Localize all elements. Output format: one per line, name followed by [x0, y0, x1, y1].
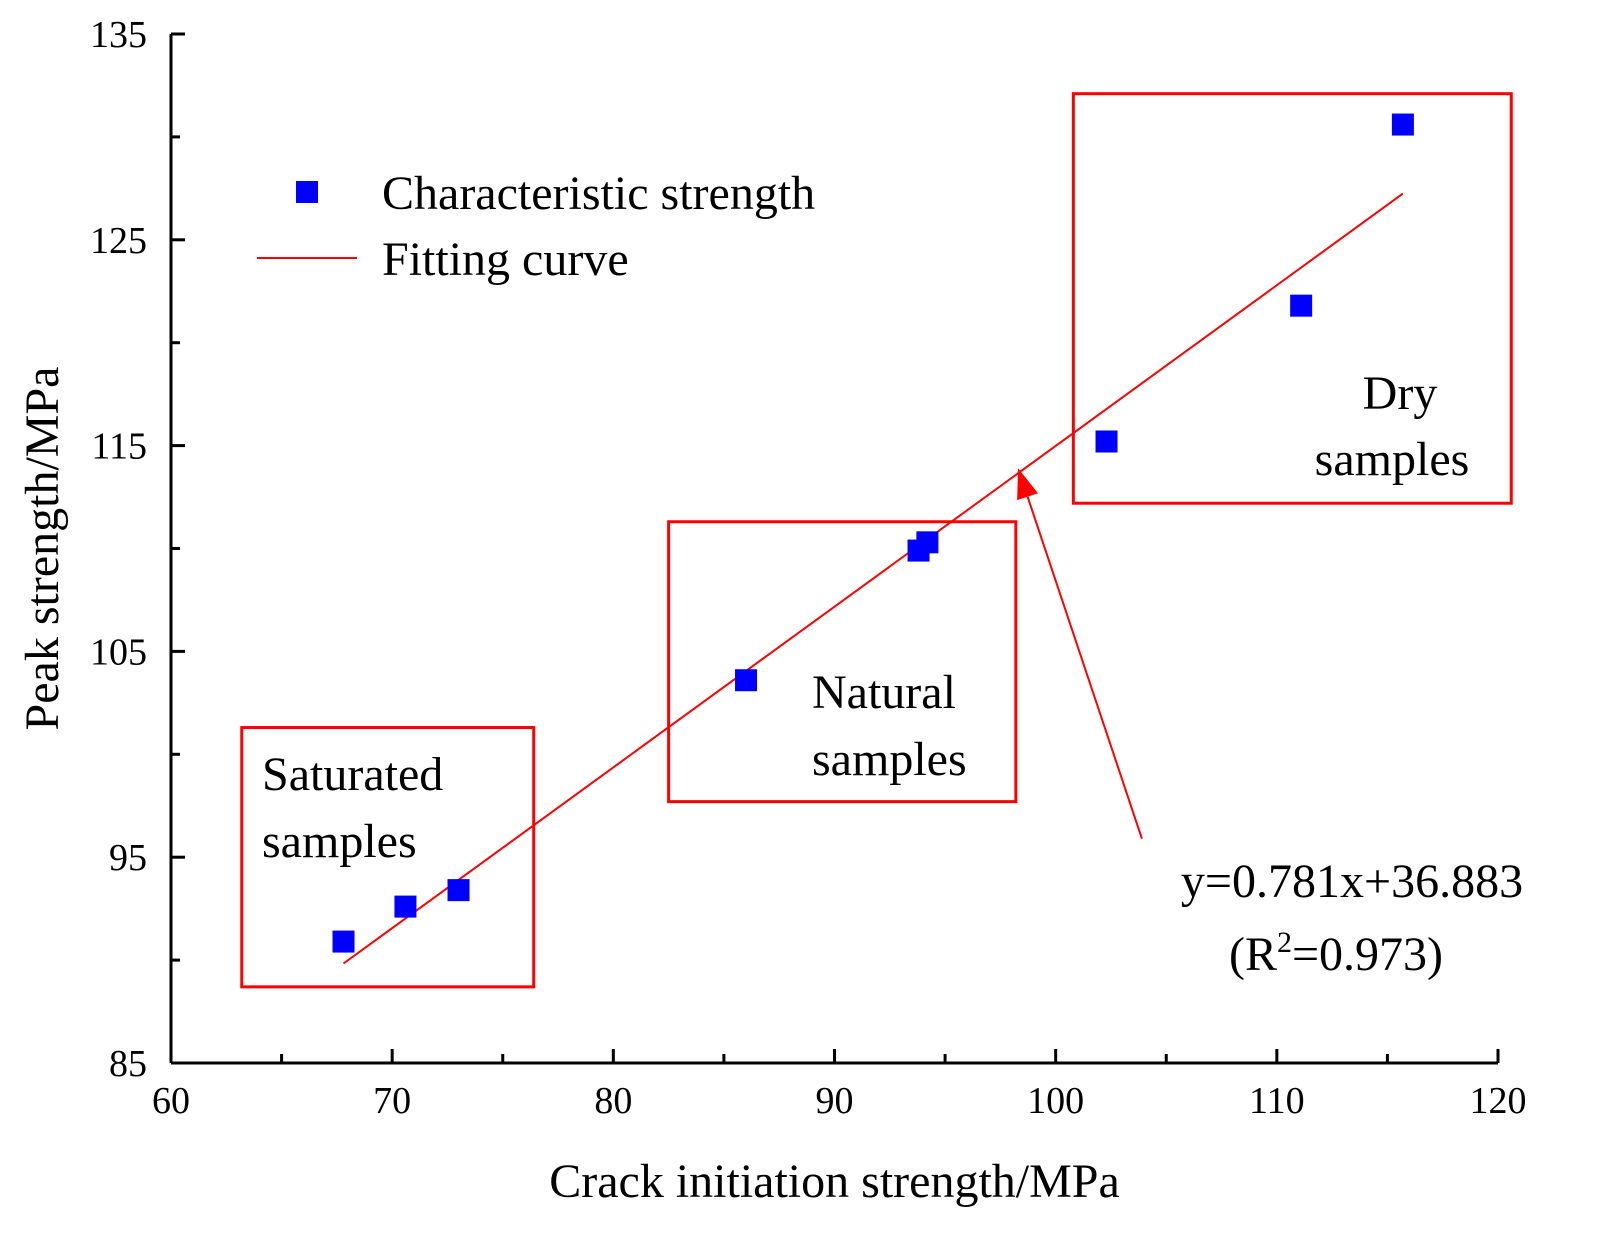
y-tick-label: 85 — [109, 1043, 147, 1085]
legend-marker-characteristic-strength — [296, 181, 318, 203]
r2-suffix: =0.973) — [1292, 928, 1443, 981]
group-box — [240, 726, 536, 989]
group-label-line1: Dry — [1363, 367, 1438, 420]
y-tick-label: 105 — [90, 631, 147, 673]
group-labels: Saturated samples Natural samples Dry samples — [262, 367, 1469, 868]
group-label-line2: samples — [1315, 433, 1470, 486]
r2-prefix: (R — [1229, 928, 1277, 981]
y-tick-label: 95 — [109, 837, 147, 879]
group-label-line1: Natural — [812, 666, 956, 719]
legend-label-fitting-curve: Fitting curve — [382, 233, 629, 286]
data-point — [1095, 430, 1118, 453]
group-boxes — [240, 92, 1513, 989]
x-tick-label: 120 — [1470, 1080, 1527, 1122]
data-point — [332, 930, 355, 953]
axes: 60 70 80 90 100 110 120 85 95 105 115 125 135 — [90, 14, 1527, 1122]
fit-equation: y=0.781x+36.883 (R2=0.973) — [1181, 855, 1523, 981]
data-point — [1391, 113, 1414, 136]
annotation-arrow — [1017, 468, 1143, 839]
x-tick-label: 80 — [594, 1080, 632, 1122]
x-tick-label: 60 — [152, 1080, 190, 1122]
legend: Characteristic strength Fitting curve — [257, 167, 815, 286]
x-tick-label: 70 — [373, 1080, 411, 1122]
x-tick-label: 90 — [816, 1080, 854, 1122]
x-axis-title: Crack initiation strength/MPa — [549, 1155, 1120, 1208]
group-box — [667, 520, 1018, 804]
data-point — [916, 531, 939, 554]
data-point — [394, 895, 417, 918]
legend-label-characteristic-strength: Characteristic strength — [382, 167, 815, 220]
y-axis-title: Peak strength/MPa — [16, 367, 69, 731]
data-point — [735, 669, 758, 692]
y-tick-label: 115 — [91, 426, 147, 468]
arrow-shaft — [1026, 496, 1143, 839]
r2-superscript: 2 — [1277, 926, 1292, 959]
group-label-line1: Saturated — [262, 748, 443, 801]
group-label-line2: samples — [812, 733, 967, 786]
data-points — [332, 113, 1414, 953]
data-point — [447, 879, 470, 902]
group-box — [1071, 92, 1513, 505]
y-tick-label: 135 — [90, 14, 147, 56]
fitting-curve-line — [342, 192, 1404, 965]
data-point — [1290, 294, 1313, 317]
r-squared-text: (R2=0.973) — [1229, 926, 1443, 981]
y-ticks: 85 95 105 115 125 135 — [90, 14, 185, 1085]
x-tick-label: 110 — [1249, 1080, 1305, 1122]
x-tick-label: 100 — [1027, 1080, 1084, 1122]
fit-layer — [342, 192, 1404, 965]
x-ticks: 60 70 80 90 100 110 120 — [152, 1049, 1527, 1122]
arrow-head — [1017, 468, 1039, 501]
group-label-line2: samples — [262, 815, 417, 868]
y-tick-label: 125 — [90, 220, 147, 262]
equation-text: y=0.781x+36.883 — [1181, 855, 1523, 908]
